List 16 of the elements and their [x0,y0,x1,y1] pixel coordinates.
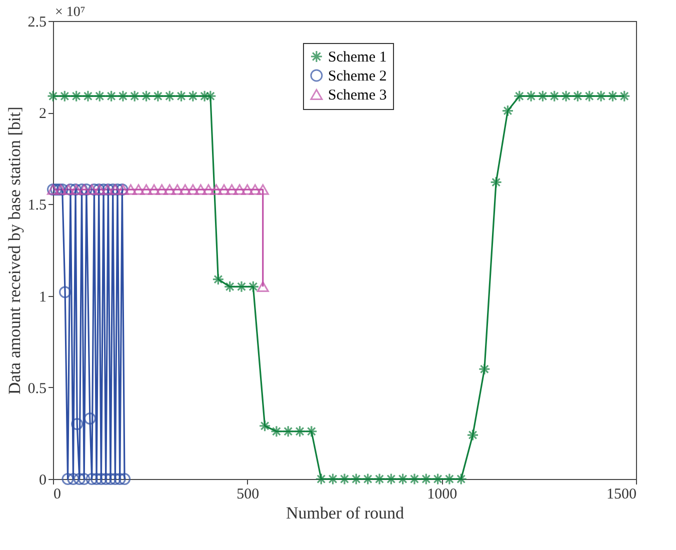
y-tick-label: 0.5 [28,380,46,397]
legend-label: Scheme 2 [328,68,387,84]
x-tick-label: 0 [54,486,61,502]
x-tick-label: 1000 [427,486,458,502]
y-axis-title: Data amount received by base station [bit] [4,106,24,394]
x-axis-title: Number of round [286,504,405,522]
y-tick-label: 1 [39,289,46,306]
text: × 10⁷ [55,5,86,20]
legend-label: Scheme 3 [328,88,387,104]
y-tick-label: 2.5 [28,14,46,30]
x-tick-label: 500 [236,486,260,502]
y-tick-label: 2 [39,106,46,122]
legend-label: Scheme 1 [328,50,387,66]
y-tick-label: 0 [39,472,46,488]
y-tick-label: 1.5 [28,198,46,214]
x-tick-label: 1500 [606,486,636,502]
